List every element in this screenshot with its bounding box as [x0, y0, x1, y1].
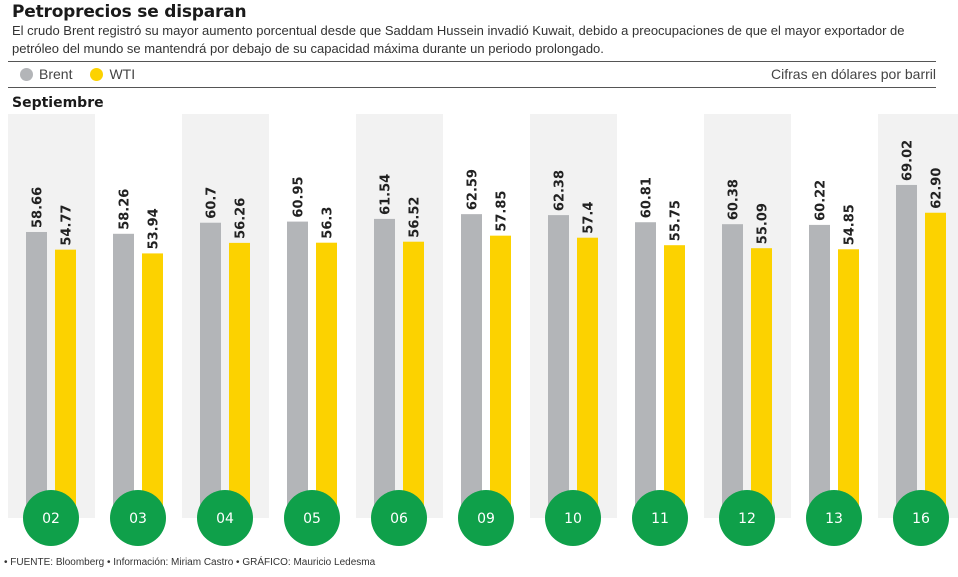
value-label-brent-16: 69.02 — [901, 140, 916, 181]
bar-wti-06 — [403, 241, 424, 514]
value-label-wti-03: 53.94 — [147, 208, 162, 249]
day-label-09: 09 — [477, 511, 495, 527]
day-label-03: 03 — [129, 511, 147, 527]
day-panel — [704, 114, 791, 518]
legend-swatch-wti — [90, 67, 104, 81]
day-label-10: 10 — [564, 511, 582, 527]
value-label-brent-06: 61.54 — [379, 174, 394, 215]
day-circle-13 — [806, 490, 862, 546]
day-circle-12 — [719, 490, 775, 546]
bar-wti-11 — [664, 245, 685, 514]
value-label-wti-12: 55.09 — [756, 203, 771, 244]
bar-wti-02 — [55, 249, 76, 514]
value-label-brent-03: 58.26 — [118, 189, 133, 230]
bar-wti-03 — [142, 253, 163, 514]
day-label-05: 05 — [303, 511, 321, 527]
day-circle-04 — [197, 490, 253, 546]
top-divider — [8, 61, 936, 62]
bar-brent-04 — [200, 222, 221, 515]
value-label-brent-04: 60.7 — [205, 187, 220, 219]
bar-brent-06 — [374, 218, 395, 515]
day-panel — [8, 114, 95, 518]
value-label-wti-09: 57.85 — [495, 191, 510, 232]
legend-item-brent: Brent — [20, 66, 72, 82]
value-label-brent-13: 60.22 — [814, 180, 829, 221]
value-label-brent-09: 62.59 — [466, 169, 481, 210]
value-label-wti-16: 62.90 — [930, 168, 945, 209]
day-circle-11 — [632, 490, 688, 546]
bar-brent-10 — [548, 215, 569, 515]
value-label-brent-10: 62.38 — [553, 170, 568, 211]
day-panel — [356, 114, 443, 518]
bar-brent-09 — [461, 214, 482, 514]
day-circle-10 — [545, 490, 601, 546]
legend: Brent WTI — [20, 66, 153, 82]
day-panel — [182, 114, 269, 518]
credits-footer: • FUENTE: Bloomberg • Información: Miria… — [4, 557, 376, 568]
legend-label-brent: Brent — [39, 66, 73, 82]
legend-divider — [8, 87, 936, 88]
bar-wti-10 — [577, 237, 598, 515]
value-label-wti-13: 54.85 — [843, 204, 858, 245]
day-label-11: 11 — [651, 511, 669, 527]
units-label: Cifras en dólares por barril — [771, 66, 936, 82]
value-label-wti-10: 57.4 — [582, 202, 597, 234]
chart-title: Petroprecios se disparan — [12, 2, 247, 22]
bar-wti-12 — [751, 248, 772, 514]
bar-brent-05 — [287, 221, 308, 514]
bar-brent-13 — [809, 224, 830, 515]
value-label-wti-06: 56.52 — [408, 197, 423, 238]
bar-brent-11 — [635, 222, 656, 514]
value-label-wti-04: 56.26 — [234, 198, 249, 239]
value-label-brent-11: 60.81 — [640, 177, 655, 218]
day-panel — [530, 114, 617, 518]
value-label-brent-02: 58.66 — [31, 187, 46, 228]
value-label-wti-11: 55.75 — [669, 200, 684, 241]
legend-swatch-brent — [20, 67, 33, 81]
day-label-12: 12 — [738, 511, 756, 527]
day-circle-03 — [110, 490, 166, 546]
bar-wti-05 — [316, 242, 337, 514]
value-label-wti-05: 56.3 — [321, 207, 336, 239]
legend-label-wti: WTI — [109, 66, 136, 82]
bar-wti-04 — [229, 242, 250, 515]
day-circle-16 — [893, 490, 949, 546]
bar-brent-03 — [113, 233, 134, 514]
day-label-16: 16 — [912, 511, 930, 527]
bar-wti-16 — [925, 212, 946, 514]
day-circle-06 — [371, 490, 427, 546]
value-label-brent-05: 60.95 — [292, 176, 307, 217]
bar-brent-02 — [26, 231, 47, 515]
bar-brent-16 — [896, 184, 917, 514]
day-label-02: 02 — [42, 511, 60, 527]
value-label-wti-02: 54.77 — [60, 205, 75, 246]
chart-subtitle: El crudo Brent registró su mayor aumento… — [12, 23, 905, 56]
day-label-06: 06 — [390, 511, 408, 527]
legend-item-wti: WTI — [90, 66, 135, 82]
day-circle-05 — [284, 490, 340, 546]
bar-brent-12 — [722, 224, 743, 514]
day-circle-02 — [23, 490, 79, 546]
month-label: Septiembre — [12, 95, 104, 111]
bar-wti-09 — [490, 235, 511, 514]
day-label-13: 13 — [825, 511, 843, 527]
day-circle-09 — [458, 490, 514, 546]
bar-wti-13 — [838, 249, 859, 514]
value-label-brent-12: 60.38 — [727, 179, 742, 220]
day-label-04: 04 — [216, 511, 234, 527]
